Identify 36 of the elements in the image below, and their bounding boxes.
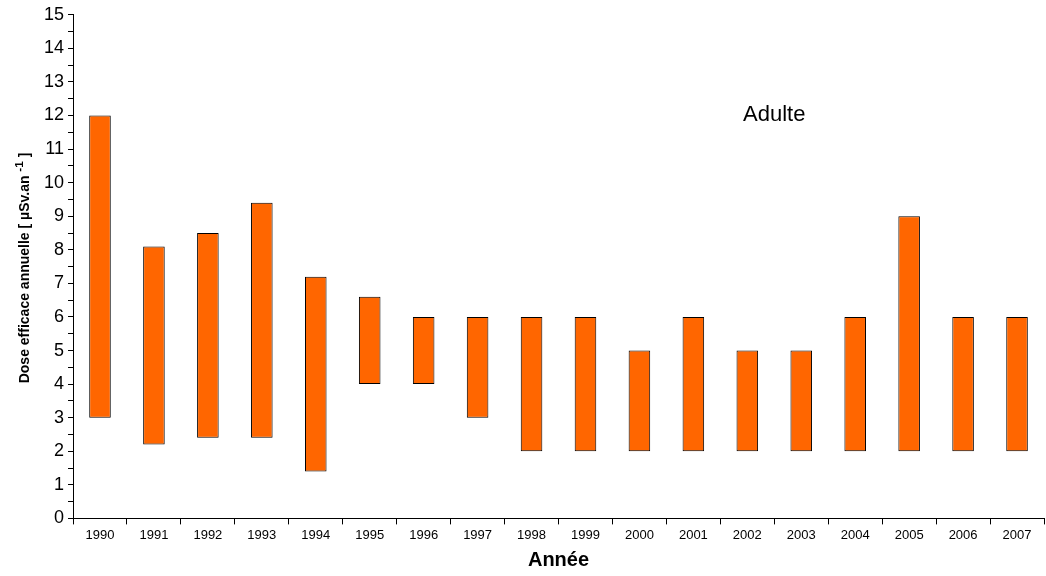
y-tick-label: 11 bbox=[45, 138, 65, 159]
y-tick-label: 6 bbox=[54, 305, 65, 326]
x-tick-label: 1999 bbox=[571, 526, 600, 542]
x-tick-label: 1998 bbox=[517, 526, 546, 542]
annotation: Adulte bbox=[743, 100, 806, 126]
y-tick-label: 9 bbox=[54, 205, 65, 226]
x-tick-label: 1997 bbox=[463, 526, 493, 542]
y-tick-label: 10 bbox=[43, 171, 65, 192]
y-tick-label: 12 bbox=[43, 104, 65, 125]
y-tick-label: 4 bbox=[54, 373, 65, 394]
x-tick-label: 1992 bbox=[193, 526, 223, 542]
y-tick-label: 8 bbox=[54, 238, 65, 259]
x-tick-label: 2006 bbox=[948, 526, 978, 542]
y-tick-label: 7 bbox=[54, 272, 65, 293]
x-tick-label: 2000 bbox=[624, 526, 654, 542]
y-tick-label: 15 bbox=[43, 3, 65, 24]
x-tick-label: 2005 bbox=[894, 526, 924, 542]
x-tick-label: 1993 bbox=[247, 526, 277, 542]
y-tick-label: 2 bbox=[54, 440, 65, 461]
x-tick-label: 1995 bbox=[355, 526, 385, 542]
x-tick-label: 2002 bbox=[732, 526, 762, 542]
y-tick-label: 13 bbox=[43, 70, 65, 91]
y-tick-label: 3 bbox=[54, 406, 65, 427]
x-tick-label: 2003 bbox=[786, 526, 816, 542]
y-tick-label: 1 bbox=[54, 473, 65, 494]
x-tick-label: 1994 bbox=[301, 526, 331, 542]
y-tick-label: 14 bbox=[43, 37, 65, 58]
x-tick-label: 1990 bbox=[85, 526, 115, 542]
x-tick-label: 1991 bbox=[139, 526, 169, 542]
y-tick-label: 5 bbox=[54, 339, 65, 360]
x-tick-label: 2004 bbox=[840, 526, 870, 542]
x-tick-label: 2001 bbox=[678, 526, 708, 542]
x-tick-label: 2007 bbox=[1002, 526, 1032, 542]
x-axis-title: Année bbox=[527, 547, 590, 570]
x-tick-label: 1996 bbox=[409, 526, 439, 542]
y-tick-label: 0 bbox=[54, 507, 65, 528]
